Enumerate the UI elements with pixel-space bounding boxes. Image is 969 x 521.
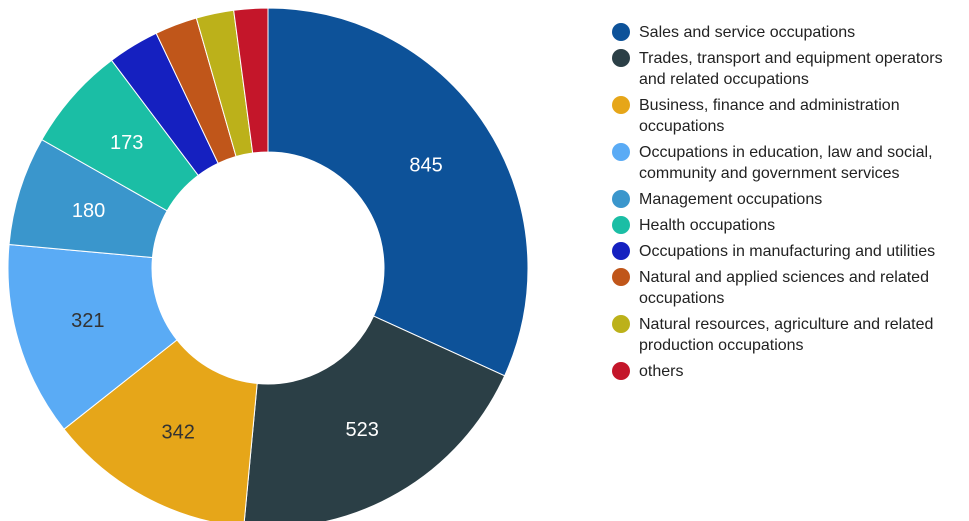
legend-label: Natural resources, agriculture and relat… (639, 316, 934, 354)
data-label: 173 (110, 132, 143, 154)
legend-item: others (612, 361, 969, 382)
legend-item: Business, finance and administration occ… (612, 95, 969, 137)
legend-item: Trades, transport and equipment operator… (612, 48, 969, 90)
data-label: 321 (71, 310, 104, 332)
legend-swatch (612, 143, 630, 161)
legend-swatch (612, 23, 630, 41)
legend-item: Sales and service occupations (612, 22, 969, 43)
legend-swatch (612, 268, 630, 286)
legend-item: Health occupations (612, 215, 969, 236)
slice (233, 7, 269, 154)
legend-swatch (612, 190, 630, 208)
legend-item: Occupations in manufacturing and utiliti… (612, 241, 969, 262)
slice (7, 243, 178, 430)
legend-item: Natural resources, agriculture and relat… (612, 314, 969, 356)
legend-label: Occupations in education, law and social… (639, 144, 933, 182)
legend-label: Business, finance and administration occ… (639, 97, 900, 135)
legend-label: Trades, transport and equipment operator… (639, 50, 943, 88)
legend-swatch (612, 49, 630, 67)
legend-swatch (612, 242, 630, 260)
legend-label: others (639, 363, 684, 380)
legend-label: Management occupations (639, 191, 823, 208)
legend-label: Occupations in manufacturing and utiliti… (639, 243, 936, 260)
legend-item: Management occupations (612, 189, 969, 210)
data-label: 180 (72, 200, 105, 222)
legend-item: Occupations in education, law and social… (612, 142, 969, 184)
legend-swatch (612, 216, 630, 234)
legend-swatch (612, 96, 630, 114)
legend-label: Sales and service occupations (639, 24, 856, 41)
slice (243, 315, 506, 521)
legend-item: Natural and applied sciences and related… (612, 267, 969, 309)
donut: 845 523 342 321 180 173 (7, 7, 529, 521)
data-label: 523 (346, 419, 379, 441)
legend: Sales and service occupations Trades, tra… (612, 22, 969, 387)
slice (267, 7, 529, 377)
legend-label: Natural and applied sciences and related… (639, 269, 929, 307)
slice (63, 339, 258, 521)
data-label: 342 (162, 421, 195, 443)
legend-swatch (612, 362, 630, 380)
legend-label: Health occupations (639, 217, 776, 234)
legend-swatch (612, 315, 630, 333)
data-label: 845 (409, 155, 442, 177)
